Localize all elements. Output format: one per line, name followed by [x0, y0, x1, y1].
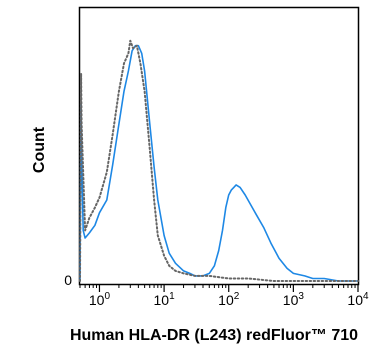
plot-frame — [78, 6, 360, 286]
series-layer — [79, 39, 359, 282]
x-tick-label: 103 — [283, 291, 305, 308]
x-major-ticks — [98, 284, 359, 292]
series-line-stained — [79, 44, 359, 282]
x-tick-labels: 100 101 102 103 104 — [89, 291, 369, 308]
x-tick-label: 101 — [154, 291, 176, 308]
x-tick-label: 104 — [347, 291, 369, 308]
x-tick-label: 100 — [89, 291, 111, 308]
y-tick-labels: 0 — [64, 272, 72, 288]
x-axis-title: Human HLA-DR (L243) redFluor™ 710 — [70, 327, 358, 344]
series-line-control-dotted — [79, 39, 359, 282]
x-minor-ticks — [79, 284, 356, 288]
y-axis-title: Count — [31, 126, 48, 173]
y-tick-label: 0 — [64, 272, 72, 288]
x-tick-label: 102 — [218, 291, 240, 308]
